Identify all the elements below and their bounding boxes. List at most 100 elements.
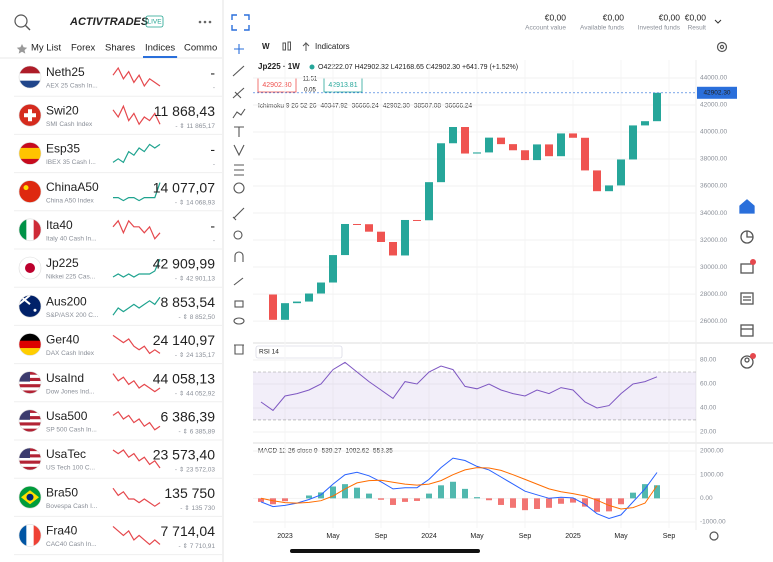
spread: 0.05 [304,88,316,94]
flag-border [18,256,42,280]
watchlist-row[interactable]: Esp35 IBEX 35 Cash I... - - [14,141,222,174]
instrument-name: Fra40 [46,524,78,538]
account-value: €0,00 [685,12,707,22]
price-sub: - ⇕ 7 710,91 [178,542,215,550]
x-tick-label: May [614,533,628,540]
price-sub: - ⇕ 11 865,17 [175,122,215,130]
watchlist-row[interactable]: UsaTec US Tech 100 C... 23 573,40 - ⇕ 23 57… [14,447,222,479]
macd-histogram [570,498,576,503]
star-icon [16,44,28,54]
flag-part [19,340,41,349]
macd-histogram [450,481,456,499]
watchlist-row[interactable]: Aus200 S&P/ASX 200 C... 8 853,54 - ⇕ 8 852,… [14,294,222,326]
live-badge: LIVE [147,19,162,26]
instrument-desc: DAX Cash Index [46,350,95,357]
flag-border [18,409,42,433]
instrument-name: Ger40 [46,333,80,347]
account-value: €0,00 [603,12,625,22]
macd-histogram [414,498,420,501]
candle-type-icon[interactable] [282,41,291,51]
flag-border [18,485,42,509]
flag-part [19,142,41,149]
candle [413,219,421,221]
watchlist-row[interactable]: Bra50 Bovespa Cash I... 135 750 - ⇕ 135 730 [14,485,222,517]
y-tick-label: 44000.00 [700,75,727,82]
sidebar[interactable] [739,199,756,369]
flag-part [19,457,41,461]
buy-price[interactable]: 42913.81 [328,82,357,89]
candle [317,282,325,294]
tab[interactable]: Shares [105,43,135,54]
y-tick-label: 40.00 [700,405,717,412]
flag-part [19,66,41,74]
watchlist-row[interactable]: Fra40 CAC40 Cash In... 7 714,04 - ⇕ 7 710,9… [14,523,222,556]
instrument-name: Jp225 [46,256,79,270]
macd-histogram [486,498,492,501]
flag-border [18,524,42,547]
search-icon[interactable] [14,14,31,31]
chart-settings[interactable] [709,531,719,541]
y-tick-label: -1000.00 [700,519,726,526]
price-sub: - [213,238,215,245]
macd-histogram [510,498,516,508]
indicators-button[interactable]: Indicators [315,42,350,51]
candle [473,152,481,154]
price: - [210,218,215,234]
indicator-value: 42902.30 [383,103,410,110]
watchlist-row[interactable]: Ita40 Italy 40 Cash In... - - [14,218,222,250]
tab[interactable]: Indices [145,43,175,54]
y-tick-label: 32000.00 [700,237,727,244]
flag-part [19,348,41,356]
candle [377,231,385,242]
flag-part [19,384,41,388]
tab[interactable]: My List [31,43,61,54]
more-menu[interactable] [198,20,212,24]
timeframe[interactable]: W [262,42,270,51]
candle [557,133,565,157]
x-tick-label: 2023 [277,533,293,540]
candle [629,125,637,160]
flag [19,104,41,127]
rsi-line [260,361,658,412]
tab[interactable]: Forex [71,43,96,54]
candle [569,133,577,138]
candle [593,170,601,192]
flag-part [19,428,41,432]
expand-icon[interactable] [231,14,250,31]
watchlist-row[interactable]: Neth25 AEX 25 Cash In... - - [14,65,222,97]
y-tick-label: 0.00 [700,495,713,502]
price: 135 750 [164,485,215,501]
price-sub: - ⇕ 23 572,03 [175,466,216,474]
price-sub: - ⇕ 42 901,13 [175,275,216,283]
price: 6 386,39 [161,409,216,425]
instrument-name: UsaTec [46,447,86,461]
flag-part [25,263,35,273]
price-sub: - [213,161,215,168]
y-tick-label: 40000.00 [700,129,727,136]
watchlist-row[interactable]: ChinaA50 China A50 Index 14 077,07 - ⇕ 14 0… [14,179,222,212]
account-chevron[interactable] [714,19,722,24]
watchlist-row[interactable]: Ger40 DAX Cash Index 24 140,97 - ⇕ 24 135,1… [14,332,222,365]
watchlist-row[interactable]: Usa500 SP 500 Cash In... 6 386,39 - ⇕ 6 385… [14,409,222,441]
last-price-box [697,86,737,99]
instrument-name: Usa500 [46,409,88,423]
flag-part [19,158,41,165]
watchlist-row[interactable]: UsaInd Dow Jones Ind... 44 058,13 - ⇕ 44 05… [14,370,222,403]
macd-histogram [498,498,504,505]
settings-icon[interactable] [716,41,728,53]
flag-part [26,524,34,547]
watchlist-row[interactable]: Jp225 Nikkei 225 Cas... 42 909,99 - ⇕ 42 90… [14,256,222,288]
tab[interactable]: Commo [184,43,217,54]
drawing-toolbar[interactable] [232,44,246,355]
y-tick-label: 1000.00 [700,471,724,478]
instrument-desc: Nikkei 225 Cas... [46,274,95,281]
macd-histogram [630,492,636,499]
sparkline [112,449,161,469]
watchlist-row[interactable]: Swi20 SMI Cash Index 11 868,43 - ⇕ 11 865,1… [14,103,222,135]
sell-price[interactable]: 42902.30 [262,82,291,89]
sparkline [112,410,161,431]
x-tick-label: Sep [519,533,532,540]
flag-border [18,294,42,318]
flag-part [23,185,29,191]
